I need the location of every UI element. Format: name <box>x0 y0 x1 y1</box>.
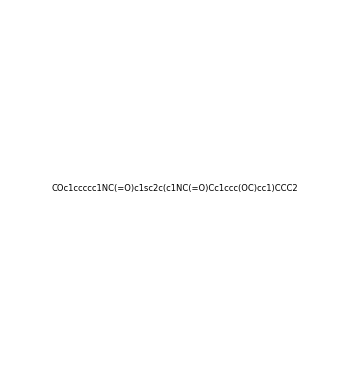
Text: COc1ccccc1NC(=O)c1sc2c(c1NC(=O)Cc1ccc(OC)cc1)CCC2: COc1ccccc1NC(=O)c1sc2c(c1NC(=O)Cc1ccc(OC… <box>52 184 298 194</box>
